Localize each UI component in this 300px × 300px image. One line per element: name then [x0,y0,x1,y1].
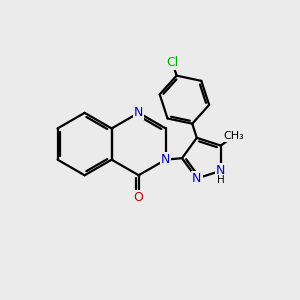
Text: N: N [134,106,143,119]
Text: O: O [134,191,144,204]
Text: N: N [161,153,170,166]
Text: H: H [218,175,225,185]
Text: N: N [216,164,225,177]
Text: N: N [192,172,202,185]
Text: CH₃: CH₃ [224,131,244,141]
Text: Cl: Cl [166,56,178,69]
